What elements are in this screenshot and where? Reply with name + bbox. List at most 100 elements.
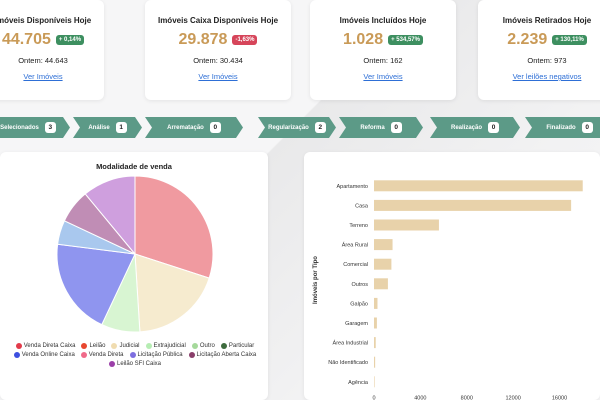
pie-chart-title: Modalidade de venda: [96, 162, 172, 171]
trend-badge: + 534,57%: [388, 35, 423, 45]
legend-dot: [145, 343, 152, 349]
kpi-yesterday: Ontem: 973: [527, 56, 567, 65]
legend-dot: [191, 343, 198, 349]
stage-count: 0: [488, 122, 499, 133]
legend-label: Venda Direta: [88, 352, 124, 358]
legend-item[interactable]: Leilão SFI Caixa: [108, 361, 162, 367]
stage-label: Finalizado: [546, 124, 576, 131]
kpi-card-included: Imóveis Incluídos Hoje 1.028 + 534,57% O…: [310, 0, 456, 100]
legend-label: Licitação Pública: [137, 352, 183, 358]
bar-Apartamento[interactable]: [374, 180, 583, 192]
bar-Comercial[interactable]: [374, 258, 392, 270]
category-label: Comercial: [343, 262, 368, 268]
legend-item[interactable]: Extrajudicial: [145, 343, 186, 349]
kpi-card-title: Imóveis Retirados Hoje: [502, 16, 592, 25]
stage-count: 0: [582, 122, 593, 133]
pipeline-stage-regularizacao[interactable]: Regularização 2: [258, 117, 336, 138]
legend-dot: [111, 343, 118, 349]
legend-label: Leilão SFI Caixa: [116, 361, 162, 367]
legend-label: Venda Online Caixa: [21, 352, 75, 358]
bar-Agência[interactable]: [374, 376, 375, 388]
kpi-yesterday: Ontem: 162: [363, 56, 403, 65]
stage-count: 2: [315, 122, 326, 133]
category-label: Terreno: [349, 223, 368, 229]
bar-Galpão[interactable]: [374, 297, 378, 309]
legend-item[interactable]: Judicial: [111, 343, 140, 349]
stage-label: Reforma: [360, 124, 385, 131]
pie-slice-6[interactable]: [84, 175, 136, 256]
legend-label: Leilão: [89, 343, 106, 349]
legend-dot: [129, 352, 136, 358]
bar-Outros[interactable]: [374, 278, 388, 290]
view-properties-link[interactable]: Ver Imóveis: [23, 72, 63, 81]
trend-badge: + 0,14%: [55, 35, 85, 45]
property-type-chart-panel: Imóveis por Tipo Apartamento Casa Terreno Ár…: [304, 152, 600, 400]
pie-slice-3[interactable]: [56, 243, 136, 326]
legend-label: Extrajudicial: [153, 343, 186, 349]
legend-item[interactable]: Licitação Pública: [129, 352, 183, 358]
legend-item[interactable]: Outro: [191, 343, 215, 349]
bar-Casa[interactable]: [374, 199, 572, 211]
legend-item[interactable]: Venda Online Caixa: [13, 352, 75, 358]
stage-count: 3: [45, 122, 56, 133]
legend-dot: [220, 343, 227, 349]
stage-label: Realização: [450, 124, 483, 131]
legend-label: Venda Direta Caixa: [23, 343, 76, 349]
stage-count: 0: [391, 122, 402, 133]
sale-mode-chart-panel: Modalidade de venda Venda Direta Caixa Le…: [0, 152, 268, 400]
legend-item[interactable]: Particular: [220, 343, 254, 349]
legend-dot: [81, 343, 88, 349]
kpi-value: 2.239: [507, 31, 548, 48]
bar-Garagem[interactable]: [374, 317, 377, 329]
kpi-value: 29.878: [178, 31, 228, 48]
stage-label: Selecionados: [0, 124, 39, 131]
category-label: Outros: [351, 282, 368, 288]
y-axis-label: Imóveis por Tipo: [313, 256, 319, 304]
kpi-yesterday: Ontem: 30.434: [193, 56, 243, 65]
legend-item[interactable]: Licitação Aberta Caixa: [188, 352, 256, 358]
legend-item[interactable]: Leilão: [81, 343, 105, 349]
legend-dot: [80, 352, 87, 358]
pie-slice-0[interactable]: [134, 175, 214, 279]
view-negative-auctions-link[interactable]: Ver leilões negativos: [512, 72, 582, 81]
category-label: Não Identificado: [328, 360, 368, 366]
pipeline-stage-analise[interactable]: Análise 1: [73, 117, 142, 138]
kpi-card-title: Imóveis Disponíveis Hoje: [0, 16, 92, 25]
kpi-value: 44.705: [1, 31, 51, 48]
category-label: Garagem: [345, 321, 368, 327]
stage-label: Análise: [88, 124, 110, 131]
stage-label: Regularização: [268, 124, 309, 131]
property-type-bar-chart: Imóveis por Tipo Apartamento Casa Terreno Ár…: [313, 180, 583, 400]
kpi-card-title: Imóveis Caixa Disponíveis Hoje: [157, 16, 279, 25]
legend-dot: [13, 352, 20, 358]
pipeline-stage-arrematacao[interactable]: Arrematação 0: [145, 117, 243, 138]
pie-slice-1[interactable]: [134, 253, 210, 333]
view-properties-link[interactable]: Ver Imóveis: [363, 72, 403, 81]
kpi-card-caixa-available: Imóveis Caixa Disponíveis Hoje 29.878 -1…: [145, 0, 291, 100]
pipeline-stage-realizacao[interactable]: Realização 0: [430, 117, 520, 138]
legend-label: Outro: [199, 343, 215, 349]
bar-Área Industrial[interactable]: [374, 337, 376, 349]
legend-item[interactable]: Venda Direta Caixa: [15, 343, 76, 349]
kpi-card-title: Imóveis Incluídos Hoje: [339, 16, 427, 25]
pipeline-stage-finalizado[interactable]: Finalizado 0: [525, 117, 600, 138]
sale-mode-pie-chart: [56, 175, 214, 333]
pipeline-stage-selecionados[interactable]: Selecionados 3: [0, 117, 70, 138]
x-tick-label: 12000: [506, 396, 521, 400]
category-label: Galpão: [350, 301, 368, 307]
kpi-cards: Imóveis Disponíveis Hoje 44.705 + 0,14% …: [0, 0, 600, 104]
x-tick-label: 0: [372, 396, 375, 400]
view-properties-link[interactable]: Ver Imóveis: [198, 72, 238, 81]
category-label: Área Rural: [342, 242, 368, 249]
bar-Área Rural[interactable]: [374, 239, 393, 251]
legend-item[interactable]: Venda Direta: [80, 352, 124, 358]
kpi-value: 1.028: [343, 31, 384, 48]
legend-dot: [188, 352, 195, 358]
legend-dot: [108, 361, 115, 367]
pipeline-stage-reforma[interactable]: Reforma 0: [339, 117, 423, 138]
bar-Não Identificado[interactable]: [374, 356, 376, 368]
x-tick-label: 16000: [552, 396, 567, 400]
bar-Terreno[interactable]: [374, 219, 439, 231]
x-tick-label: 4000: [414, 396, 426, 400]
trend-badge: + 130,11%: [552, 35, 587, 45]
